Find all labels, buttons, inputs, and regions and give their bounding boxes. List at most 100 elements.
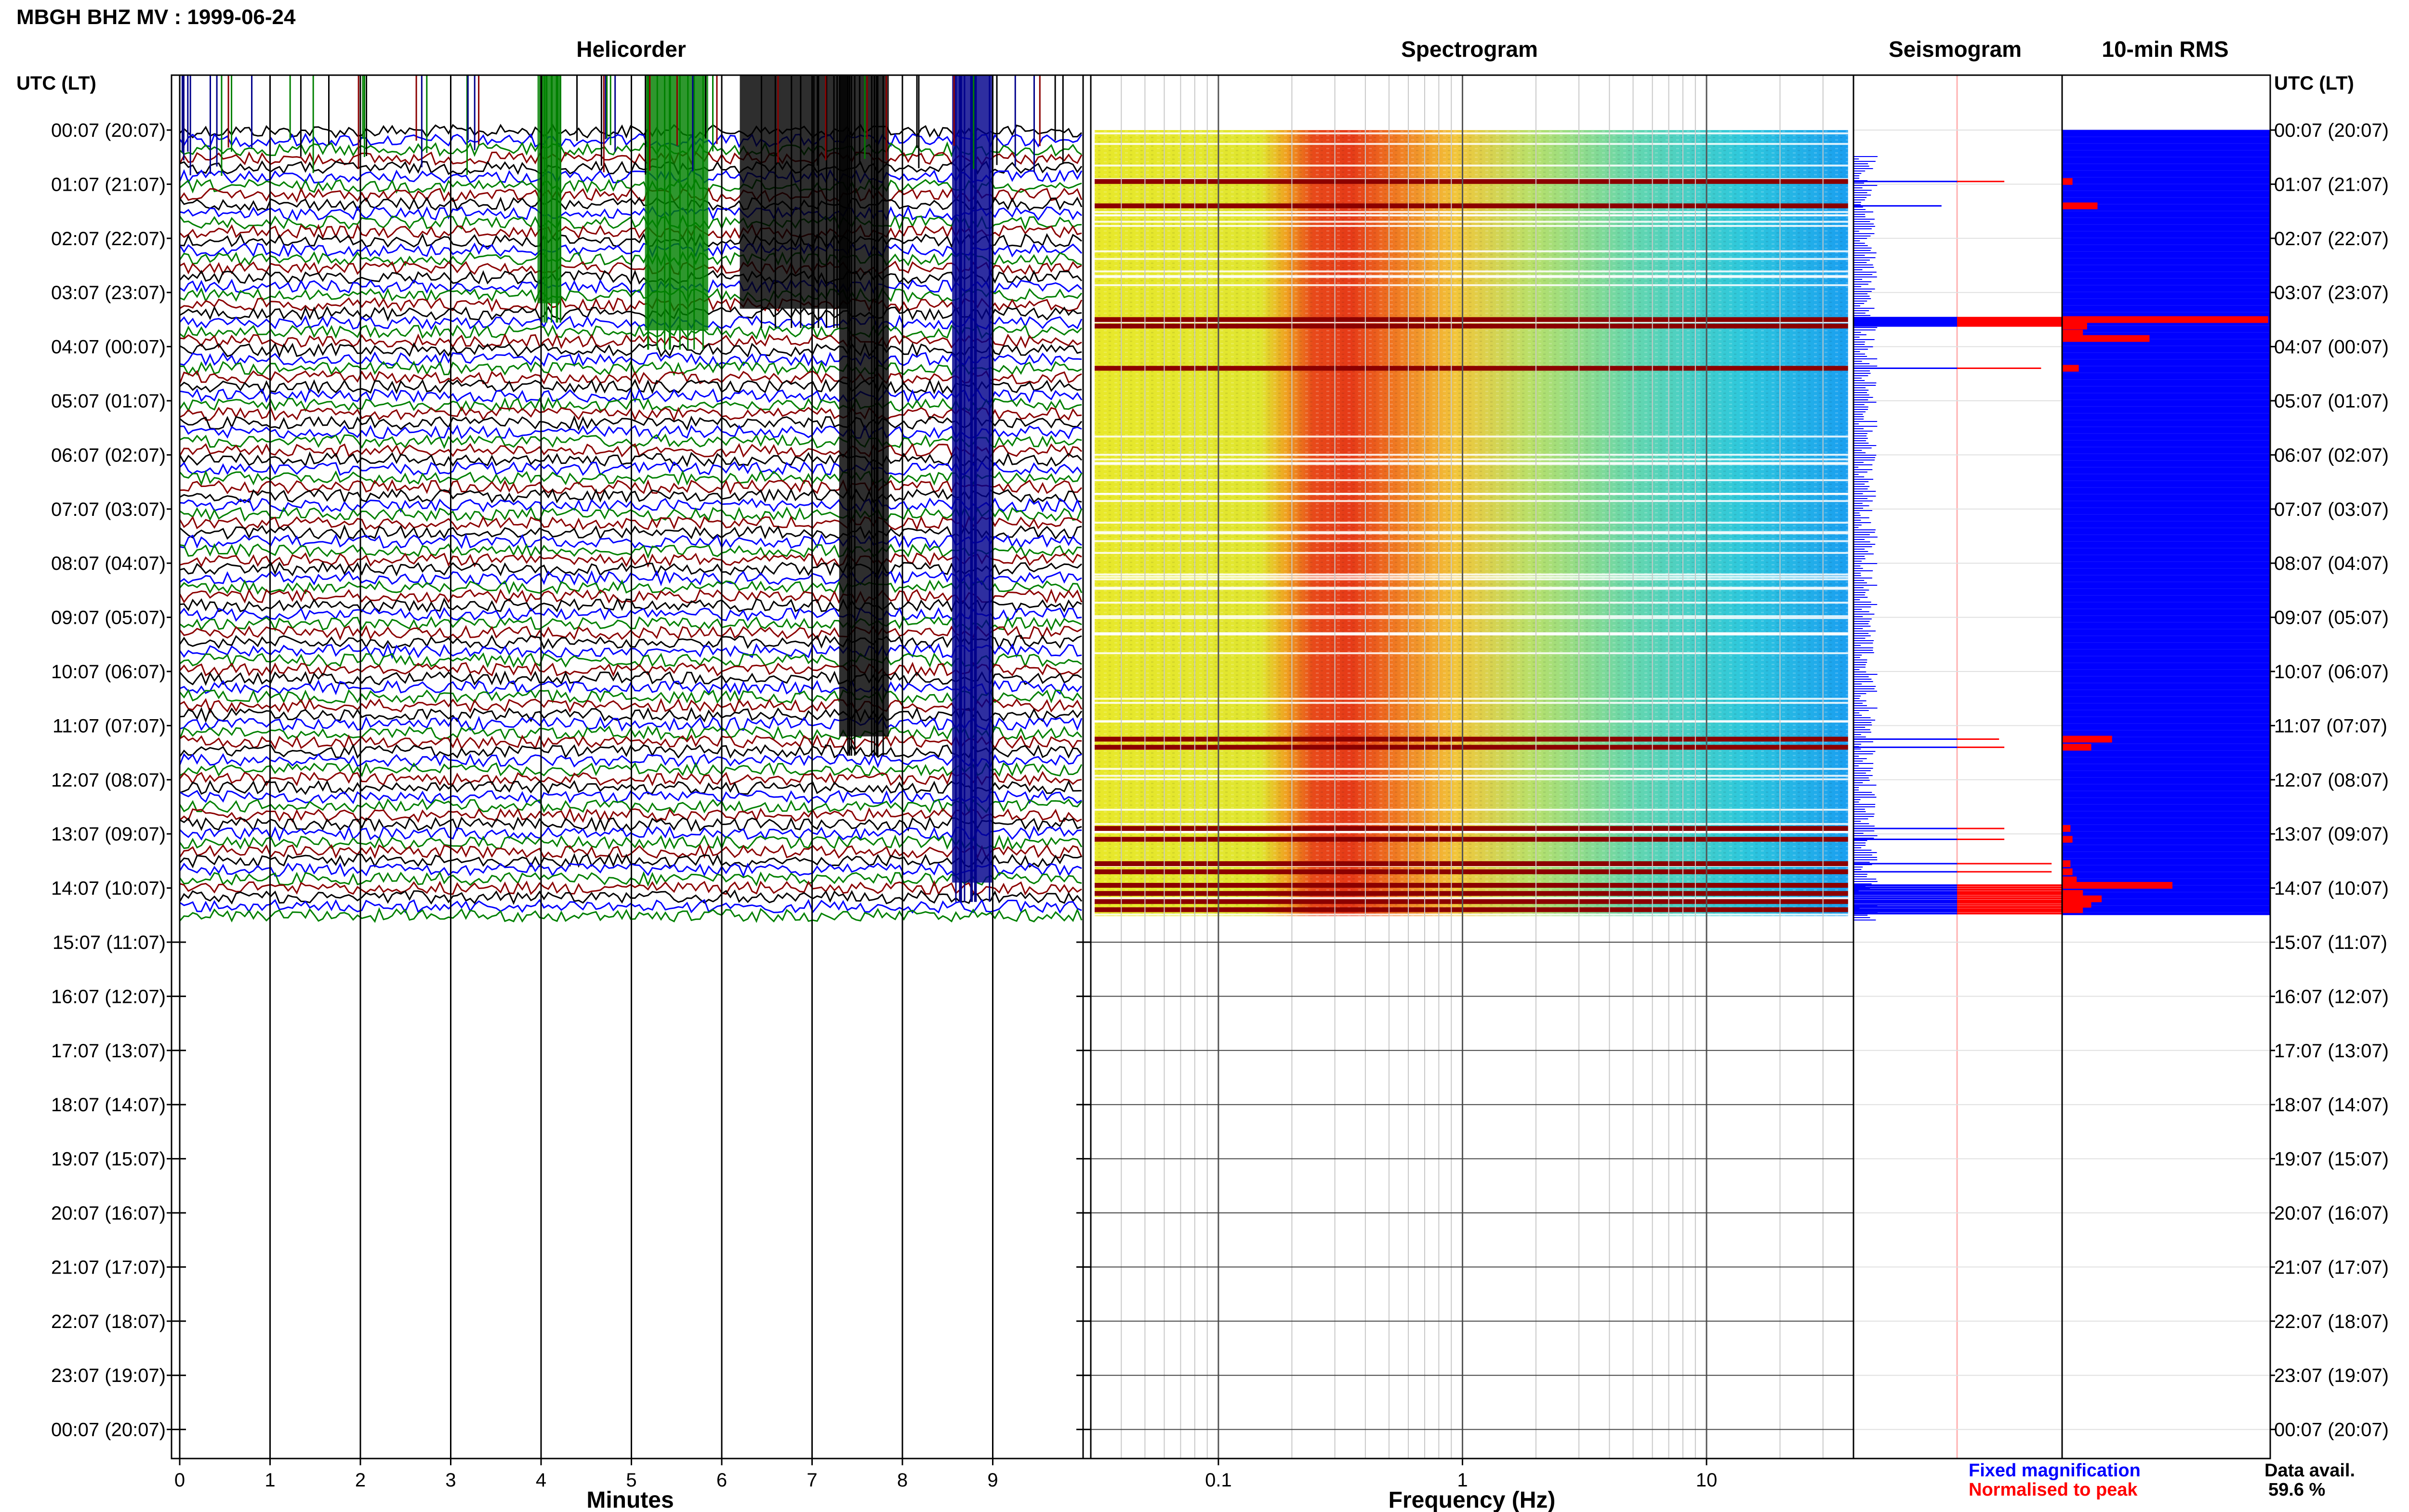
spectrogram-gap-row [1095,211,1848,213]
helicorder-trace [179,588,1083,604]
helicorder-trace [179,479,1083,495]
helicorder-trace [179,734,1082,750]
helicorder-trace [179,342,1082,358]
helicorder-trace [179,625,1082,641]
spectrogram-saturated-row [1095,179,1848,184]
spectrogram-gap-row [1095,632,1848,635]
time-label-right: 13:07 (09:07) [2274,824,2389,845]
helicorder-trace [179,552,1082,568]
spectrogram-gap-row [1095,531,1848,533]
time-label-left: 10:07 (06:07) [51,661,166,683]
legend-normalised-to-peak: Normalised to peak [1969,1480,2138,1500]
rms-spike [2062,836,2073,843]
helicorder-trace [179,424,1082,440]
spectrogram-saturated-row [1095,837,1848,842]
spectrogram-gap-row [1095,578,1848,580]
spectrogram-gap-row [1095,532,1848,535]
rms-spike [2062,744,2091,751]
helicorder-trace [179,871,1082,887]
spectrogram-gap-row [1095,588,1848,590]
spectrogram-saturated-row [1095,317,1848,322]
helicorder-trace [179,297,1083,313]
seismogram-title: Seismogram [1889,37,2022,62]
minute-tick-label: 4 [536,1470,546,1491]
rms-spike [2062,895,2102,903]
time-axis-labels: 00:07 (20:07) 00:07 (20:07) 01:07 (21:07) 0… [51,120,2389,1441]
helicorder-trace [179,205,1082,221]
spectrogram-gap-row [1095,458,1848,460]
rms-spike [2062,365,2079,372]
time-label-right: 03:07 (23:07) [2274,282,2389,303]
spectrogram-gap-row [1095,702,1848,704]
helicorder-trace [179,434,1082,449]
helicorder-trace [179,652,1082,668]
rms-spike [2062,868,2073,875]
legend-fixed-magnification: Fixed magnification [1969,1460,2141,1481]
time-label-left: 16:07 (12:07) [51,986,166,1007]
spectrogram-gap-row [1095,462,1848,464]
time-label-left: 12:07 (08:07) [51,770,166,791]
helicorder-trace [179,697,1083,714]
time-label-left: 11:07 (07:07) [53,715,166,736]
time-label-left: 22:07 (18:07) [51,1311,166,1332]
helicorder-trace [179,889,1083,905]
frequency-tick-label: 0.1 [1205,1470,1232,1491]
helicorder-trace [179,533,1082,549]
spectrogram-gap-row [1095,809,1848,811]
minute-tick-label: 9 [987,1470,998,1491]
helicorder-trace [179,798,1083,814]
helicorder-trace [179,443,1082,459]
time-label-left: 18:07 (14:07) [51,1094,166,1116]
minute-tick-label: 2 [355,1470,366,1491]
helicorder-trace [179,287,1083,303]
spectrogram-gap-row [1095,221,1848,223]
normalised-event [1957,316,2062,326]
helicorder-clipped-event [839,75,889,736]
time-label-left: 00:07 (20:07) [51,1420,166,1441]
frequency-tick-label: 10 [1696,1470,1718,1491]
helicorder-trace [179,461,1083,476]
helicorder-trace [179,451,1083,467]
rms-spike [2062,901,2091,908]
helicorder-trace [179,826,1082,841]
helicorder-trace [179,843,1083,860]
spectrogram-gap-row [1095,321,1848,323]
frequency-axis-label: Frequency (Hz) [1389,1487,1556,1512]
helicorder-trace [179,862,1082,878]
spectrogram-saturated-row [1095,899,1848,904]
time-label-right: 20:07 (16:07) [2274,1203,2389,1224]
time-label-left: 21:07 (17:07) [51,1257,166,1278]
rms-spike [2062,825,2071,832]
spectrogram-gap-row [1095,721,1848,723]
helicorder-trace [179,752,1082,768]
helicorder-trace [179,569,1082,587]
time-label-right: 04:07 (00:07) [2274,337,2389,358]
helicorder-trace [179,278,1083,294]
time-label-right: 18:07 (14:07) [2274,1094,2389,1116]
helicorder-trace [179,397,1082,412]
rms-title: 10-min RMS [2102,37,2228,62]
spectrogram-gap-row [1095,768,1848,770]
minute-tick-label: 7 [807,1470,817,1491]
spectrogram-gap-row [1095,552,1848,554]
time-label-left: 02:07 (22:07) [51,228,166,250]
spectrogram-gap-row [1095,573,1848,576]
spectrogram-saturated-row [1095,323,1848,329]
helicorder-trace [179,379,1082,394]
helicorder-trace [179,561,1082,577]
spectrogram-saturated-row [1095,882,1848,888]
time-label-left: 06:07 (02:07) [51,445,166,466]
helicorder-trace [179,834,1083,850]
time-label-right: 15:07 (11:07) [2274,932,2387,953]
spectrogram-gap-row [1095,164,1848,167]
x-axis-ticks: 0 1 2 3 4 5 6 7 8 9 0.1 1 10 [174,1459,1717,1491]
helicorder-trace [179,223,1082,239]
chart-title: MBGH BHZ MV : 1999-06-24 [16,5,296,29]
spectrogram-gap-row [1095,284,1848,287]
helicorder-trace [179,907,1083,923]
spectrogram-gap-row [1095,587,1848,589]
time-label-left: 19:07 (15:07) [51,1149,166,1170]
spectrogram-gap-row [1095,615,1848,618]
helicorder-trace [179,670,1082,686]
spectrogram-gap-row [1095,493,1848,495]
